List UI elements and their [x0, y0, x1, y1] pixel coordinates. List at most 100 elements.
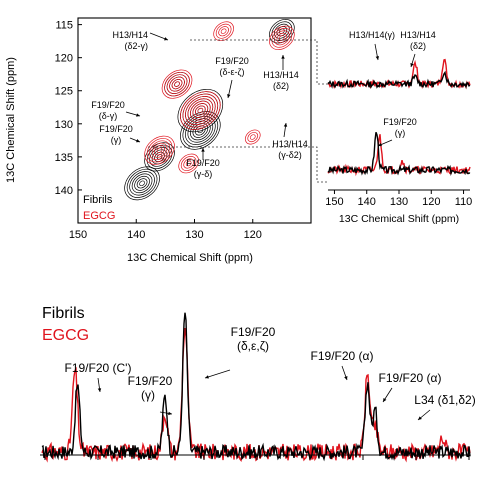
annotation-2d-2-line1: F19/F20: [91, 100, 125, 110]
annotation-2d-3-line2: (γ): [111, 135, 122, 145]
contour-egcg-1-5: [187, 98, 214, 123]
annotation-1d-5-arrow-head: [418, 416, 422, 420]
contour-fibrils-2-5: [187, 118, 214, 143]
contour-egcg-4-5: [269, 25, 295, 51]
annotation-2d-0-line2: (δ2-γ): [124, 41, 148, 51]
annotation-2d-6-line2: (γ-δ2): [278, 150, 302, 160]
contour-egcg-2-4: [149, 140, 170, 161]
x-tick-label-slice-2: 130: [390, 196, 408, 208]
contour-egcg-2-3: [151, 142, 168, 158]
contour-egcg-6-4: [178, 153, 199, 174]
x-tick-label-2d-1: 140: [127, 229, 145, 241]
annotation-1d-5-line1: L34 (δ1,δ2): [414, 393, 475, 407]
spectrum-1d-panel: Fibrils EGCG F19/F20 (C')F19/F20(γ)F19/F…: [40, 305, 476, 463]
contour-fibrils-4-6: [126, 168, 158, 198]
contour-egcg-1-2: [194, 105, 206, 116]
y-tick-label-2d-4: 135: [55, 152, 73, 164]
contour-layer: [124, 19, 295, 201]
contour-egcg-2-5: [146, 138, 173, 163]
x-tick-label-slice-4: 110: [455, 196, 473, 208]
annotation-2d-4-arrow-head: [201, 148, 205, 152]
annotation-1d-2-arrow-line: [204, 369, 231, 379]
annotation-2d-1-arrow-head: [227, 94, 231, 98]
spectrum-2d-ticks: 150 140 130 120 115 120 125 130 135 140: [55, 20, 262, 241]
legend-egcg-2d: EGCG: [83, 210, 115, 222]
spectrum-2d-annotations: H13/H14(δ2-γ)F19/F20(δ-ε-ζ)F19/F20(δ-γ)F…: [91, 30, 308, 179]
annotation-2d-6-arrow-head: [283, 123, 288, 127]
annotation-2d-1-line1: F19/F20: [215, 56, 249, 66]
connector-upper: [190, 39, 328, 85]
contour-fibrils-5-4: [271, 21, 293, 42]
annotation-2d-3-line1: F19/F20: [99, 124, 133, 134]
slice-lower-fibrils-trace: [327, 131, 471, 176]
annotation-1d-4-arrow-head: [383, 398, 387, 402]
annotation-1d-0-arrow-head: [97, 388, 102, 392]
contour-fibrils-5-2: [276, 26, 288, 37]
annotation-slice-2-line1: F19/F20: [383, 117, 417, 127]
annotation-1d-2-line2: (δ,ε,ζ): [237, 339, 269, 353]
spectrum-1d-annotations: F19/F20 (C')F19/F20(γ)F19/F20(δ,ε,ζ)F19/…: [65, 325, 476, 421]
slice-annotations: H13/H14(γ) H13/H14(δ2) F19/F20(γ): [349, 30, 436, 147]
contour-egcg-6-3: [180, 156, 197, 171]
contour-egcg-3-2: [218, 26, 229, 37]
slice-ticks: 150 140 130 120 110: [325, 190, 472, 208]
y-tick-label-2d-0: 115: [55, 20, 73, 32]
contour-egcg-0-6: [161, 69, 193, 99]
annotation-2d-2-arrow-head: [136, 113, 140, 117]
y-tick-label-2d-2: 125: [55, 86, 73, 98]
annotation-slice-2-arrow-head: [378, 142, 382, 147]
annotation-slice-1-arrow-head: [410, 63, 414, 67]
annotation-slice-1-line2: (δ2): [410, 41, 426, 51]
annotation-1d-1-line1: F19/F20: [128, 374, 173, 388]
spectrum-1d-ticks: [44, 455, 470, 460]
y-tick-label-2d-3: 130: [55, 119, 73, 131]
slice-xlabel: 13C Chemical Shift (ppm): [339, 213, 459, 225]
connector-lower: [148, 146, 328, 183]
annotation-2d-0-line1: H13/H14: [112, 30, 148, 40]
contour-fibrils-4-7: [124, 166, 160, 201]
contour-fibrils-3-2: [154, 151, 165, 162]
annotation-2d-5-line2: (δ2): [273, 81, 289, 91]
annotation-2d-5-line1: H13/H14: [263, 70, 299, 80]
x-tick-label-slice-3: 120: [422, 196, 440, 208]
contour-egcg-0-1: [174, 81, 180, 87]
contour-egcg-0-5: [164, 71, 190, 97]
contour-egcg-0-2: [171, 79, 183, 90]
contour-fibrils-2-2: [194, 125, 206, 136]
contour-egcg-5-1: [249, 134, 256, 140]
spectrum-2d-panel: 150 140 130 120 115 120 125 130 135 140 13C Chemi…: [5, 17, 312, 264]
contour-egcg-1-4: [190, 100, 211, 121]
annotation-1d-3-line1: F19/F20 (α): [311, 349, 374, 363]
contour-egcg-2-1: [156, 147, 163, 153]
annotation-slice-0-arrow-head: [375, 56, 380, 60]
annotation-2d-5-arrow-head: [281, 55, 285, 59]
annotation-1d-3-arrow-head: [344, 376, 348, 380]
x-tick-label-2d-0: 150: [69, 229, 87, 241]
contour-fibrils-4-1: [139, 180, 145, 187]
contour-egcg-4-2: [276, 32, 288, 43]
contour-egcg-0-4: [166, 74, 188, 94]
annotation-1d-1-line2: (γ): [141, 388, 155, 402]
contour-egcg-6-2: [183, 158, 195, 169]
x-tick-label-2d-3: 120: [244, 229, 262, 241]
annotation-2d-0-arrow-head: [164, 37, 168, 41]
contour-fibrils-2-4: [190, 120, 211, 141]
contour-fibrils-2-6: [185, 115, 216, 145]
annotation-2d-4-line2: (γ-δ): [194, 169, 213, 179]
contour-egcg-0-3: [169, 76, 185, 92]
contour-egcg-4-4: [271, 28, 293, 48]
annotation-2d-3-arrow-head: [136, 139, 140, 143]
slice-upper-fibrils-trace: [327, 70, 471, 89]
slice-panel: 150 140 130 120 110 13C Chemical Shift (ppm)…: [325, 30, 472, 225]
contour-egcg-5-2: [247, 131, 259, 143]
contour-egcg-1-8: [180, 91, 221, 130]
annotation-1d-1-arrow-head: [168, 411, 172, 416]
annotation-slice-0: H13/H14(γ): [349, 30, 395, 40]
x-tick-label-slice-0: 150: [325, 196, 343, 208]
contour-egcg-1-3: [192, 103, 209, 119]
slice-connectors: [148, 39, 328, 183]
annotation-1d-2-arrow-head: [205, 375, 209, 379]
contour-egcg-1-6: [185, 96, 216, 126]
annotation-1d-0-line1: F19/F20 (C'): [65, 361, 132, 375]
contour-egcg-5-3: [244, 129, 261, 145]
